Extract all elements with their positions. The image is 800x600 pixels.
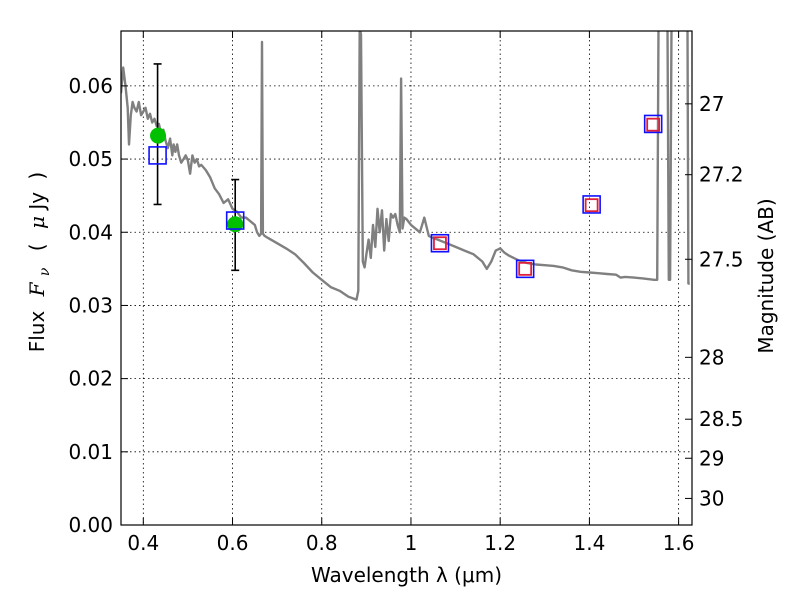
right-tick-label: 28.5: [699, 407, 744, 431]
axis-ticks: [121, 31, 692, 526]
x-tick-label: 0.6: [217, 531, 249, 555]
data-point-square-blue: [582, 195, 601, 214]
right-tick-label: 27.2: [699, 163, 744, 187]
y-tick-label: 0.03: [68, 293, 113, 317]
y-axis-label: Flux F ν ( μ Jy ): [25, 172, 54, 353]
series-layer: [121, 31, 690, 301]
data-point-square-red: [584, 198, 599, 213]
y-axis-label-var: F: [25, 281, 49, 297]
y-tick-label: 0.02: [68, 367, 113, 391]
data-point-square-red: [518, 261, 533, 276]
data-point-circle: [227, 216, 244, 233]
x-axis-label: Wavelength λ (μm): [311, 563, 502, 587]
right-axis-label: Magnitude (AB): [754, 198, 778, 353]
data-point-square-red: [646, 117, 661, 132]
x-tick-label: 1.6: [663, 531, 695, 555]
plot-area: [121, 31, 690, 301]
y-axis-label-unit: Jy: [25, 192, 49, 212]
x-tick-label: 0.8: [306, 531, 338, 555]
right-tick-label: 27: [699, 92, 724, 116]
right-tick-label: 29: [699, 446, 724, 470]
data-point-square-blue: [430, 233, 450, 253]
y-tick-label: 0.05: [68, 147, 113, 171]
marker-layer: [148, 63, 663, 279]
y-axis-label-prefix: Flux: [25, 311, 49, 353]
tick-labels: 0.4 0.6 0.8 1 1.2 1.4 1.6 0.00 0.01 0.02 0.03 0.04 0…: [68, 74, 743, 555]
y-tick-label: 0.04: [68, 220, 113, 244]
spectrum-line: [121, 31, 690, 301]
y-tick-label: 0.06: [68, 74, 113, 98]
data-point-circle: [150, 127, 167, 144]
y-axis-label-unit-mu: μ: [25, 216, 49, 229]
x-tick-label: 1.4: [573, 531, 605, 555]
data-point-square-blue: [515, 259, 535, 279]
y-axis-label-close-paren: ): [25, 172, 49, 180]
y-tick-label: 0.00: [68, 513, 113, 537]
right-tick-label: 27.5: [699, 247, 744, 271]
plot-frame: [120, 30, 693, 526]
right-tick-label: 30: [699, 486, 724, 510]
data-point-square-blue: [148, 146, 167, 165]
y-axis-label-open-paren: (: [25, 243, 49, 251]
data-point-square-blue: [225, 211, 245, 230]
x-tick-label: 1: [405, 531, 418, 555]
right-tick-label: 28: [699, 345, 724, 369]
x-tick-label: 1.2: [484, 531, 516, 555]
y-axis-label-subscript: ν: [37, 267, 53, 276]
data-point-square-red: [433, 236, 447, 251]
x-tick-label: 0.4: [127, 531, 159, 555]
y-tick-label: 0.01: [68, 440, 113, 464]
data-point-square-blue: [643, 114, 663, 134]
